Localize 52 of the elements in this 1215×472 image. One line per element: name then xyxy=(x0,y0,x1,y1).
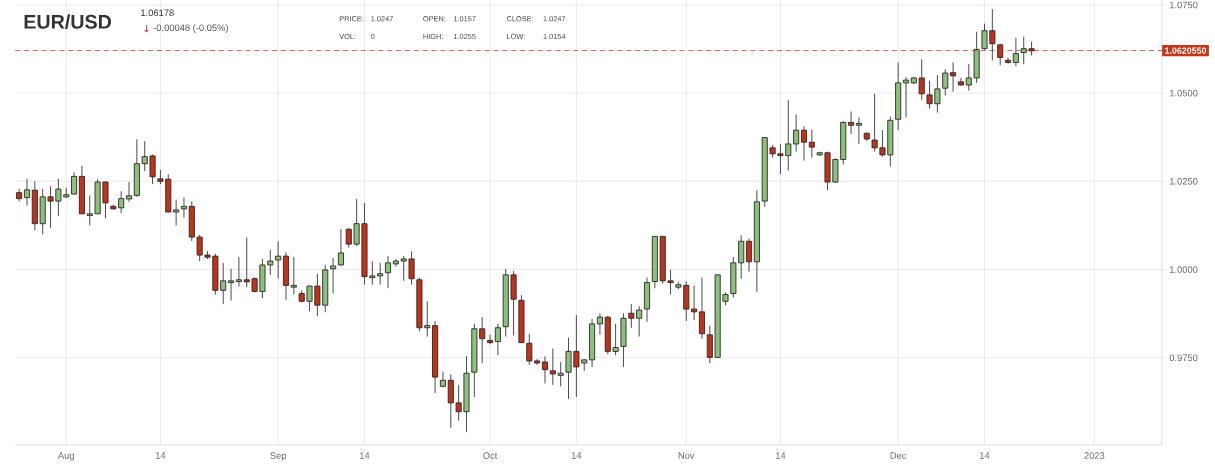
x-tick-label: Nov xyxy=(678,452,695,459)
candlestick xyxy=(180,196,187,218)
x-tick-label: 14 xyxy=(775,452,786,459)
candlestick xyxy=(290,256,297,295)
candlestick xyxy=(494,323,501,356)
candlestick xyxy=(487,334,494,345)
candlestick xyxy=(125,181,133,203)
x-tick-label: 14 xyxy=(571,452,582,459)
x-tick-label: 14 xyxy=(980,452,990,459)
x-tick-label: Dec xyxy=(890,452,907,459)
candlestick xyxy=(1005,56,1012,64)
x-tick-label: Sep xyxy=(270,452,287,461)
ref-line-label: 1.0620550 xyxy=(1165,47,1207,54)
annotation: -0.00048 (-0.05%) xyxy=(153,23,228,33)
x-tick-label: 2023 xyxy=(1084,452,1105,459)
candlestick xyxy=(848,110,855,135)
candlestick xyxy=(16,188,23,202)
candlestick xyxy=(330,257,337,294)
x-tick-label: 14 xyxy=(155,452,166,459)
y-tick-label: 1.0000 xyxy=(1169,266,1198,273)
candlestick xyxy=(855,116,862,145)
candlestick xyxy=(439,370,446,388)
candlestick xyxy=(235,256,242,287)
candlestick xyxy=(541,355,549,384)
y-tick-label: 1.0500 xyxy=(1169,89,1198,97)
candlestick xyxy=(698,276,705,339)
candlestick xyxy=(902,76,910,118)
candlestick xyxy=(23,178,31,206)
candlestick xyxy=(596,312,603,336)
candlestick xyxy=(337,228,344,266)
y-tick-label: 0.9750 xyxy=(1169,354,1198,361)
candlestick xyxy=(1012,37,1019,67)
text: EUR/USD xyxy=(24,14,112,29)
x-tick-label: 14 xyxy=(359,452,370,459)
candlestick xyxy=(808,128,815,158)
y-tick-label: 1.0750 xyxy=(1169,1,1198,9)
candlestick xyxy=(942,68,949,96)
candlestick xyxy=(667,269,674,295)
candlestick xyxy=(691,284,698,321)
candlestick xyxy=(228,268,235,301)
candlestick xyxy=(871,93,878,152)
candlestick xyxy=(275,240,282,279)
candlestick xyxy=(746,237,753,272)
candlestick xyxy=(950,61,957,92)
annotation: 1.06178 xyxy=(141,9,174,16)
x-tick-label: Aug xyxy=(57,452,74,461)
candlestick xyxy=(384,255,392,289)
annotation: ↓ xyxy=(144,24,149,32)
x-tick-label: Oct xyxy=(483,452,498,459)
y-tick-label: 1.0250 xyxy=(1169,177,1198,185)
candlestick xyxy=(800,125,808,161)
candlestick xyxy=(71,171,78,195)
